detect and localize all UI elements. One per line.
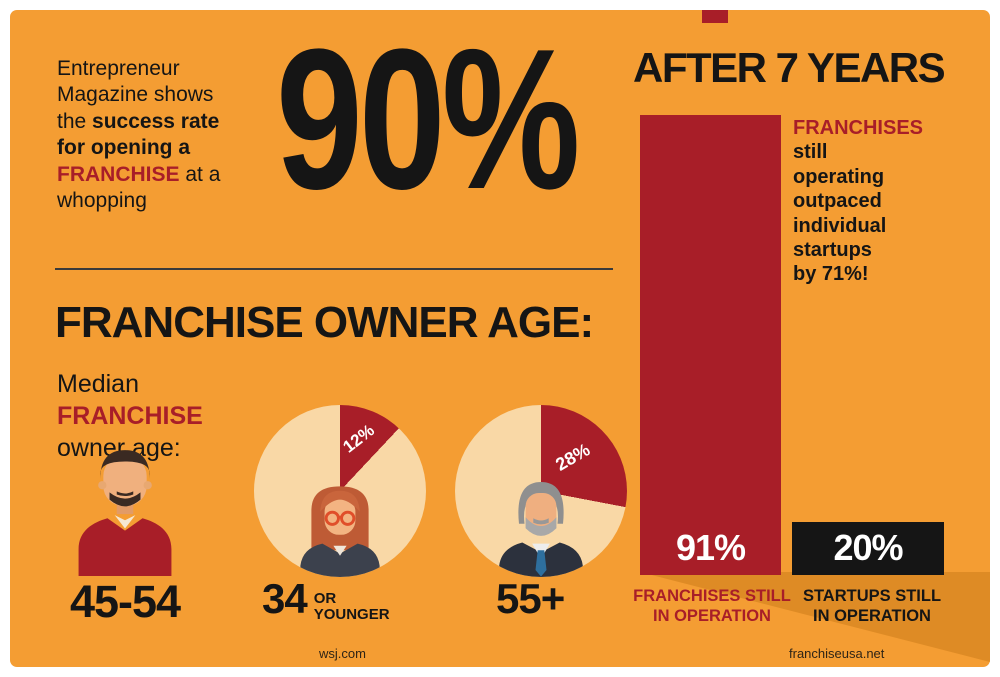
success-rate-value: 90% — [276, 10, 580, 231]
owner-age-heading: FRANCHISE OWNER AGE: — [55, 298, 594, 347]
bar-startups-label: STARTUPS STILL IN OPERATION — [802, 587, 942, 626]
intro-text: Entrepreneur Magazine shows the success … — [57, 56, 221, 215]
divider-line — [55, 268, 613, 270]
pie-caption-55-plus: 55+ — [496, 575, 565, 622]
bar-startups-value: 20% — [833, 527, 903, 568]
pie-slice-percent-label: 12% — [339, 420, 378, 457]
bar-franchises-value: 91% — [675, 527, 746, 568]
intro-segment-plain: Entrepreneur Magazine shows the — [57, 57, 214, 133]
intro-segment-plain2: at a whopping — [57, 162, 221, 213]
ribbon-tab — [702, 10, 728, 23]
bar-startups: 20% — [792, 522, 944, 575]
median-age-label: Median FRANCHISE owner age: — [57, 368, 203, 464]
outpaced-note: FRANCHISES still operating outpaced indiv… — [793, 116, 943, 287]
infographic-canvas: Entrepreneur Magazine shows the success … — [10, 10, 990, 667]
intro-segment-bold: success rate for opening a — [57, 109, 220, 160]
note-rest: still operating outpaced individual star… — [793, 141, 887, 286]
source-wsj: wsj.com — [319, 646, 366, 661]
median-line-1: Median — [57, 370, 139, 398]
after-7-years-heading: AFTER 7 YEARS — [633, 44, 946, 91]
median-age-value: 45-54 — [69, 576, 181, 627]
male-45-54-avatar-icon — [66, 446, 184, 576]
pie-chart-34-or-younger: 12% — [254, 405, 426, 577]
bar-franchises-label: FRANCHISES STILL IN OPERATION — [633, 587, 791, 626]
bar-franchises: 91% — [640, 115, 781, 575]
median-line-2: FRANCHISE — [57, 402, 203, 430]
age-group-qualifier: OR YOUNGER — [313, 590, 390, 624]
age-group-value: 34 — [262, 575, 308, 622]
age-group-value: 55+ — [496, 575, 565, 622]
note-highlight: FRANCHISES — [793, 117, 924, 139]
senior-male-avatar-icon — [486, 471, 596, 577]
female-young-avatar-icon — [285, 471, 395, 577]
source-franchiseusa: franchiseusa.net — [789, 646, 885, 661]
pie-chart-55-plus: 28% — [455, 405, 627, 577]
intro-segment-franchise: FRANCHISE — [57, 162, 180, 186]
pie-caption-34-or-younger: 34 OR YOUNGER — [262, 578, 390, 623]
